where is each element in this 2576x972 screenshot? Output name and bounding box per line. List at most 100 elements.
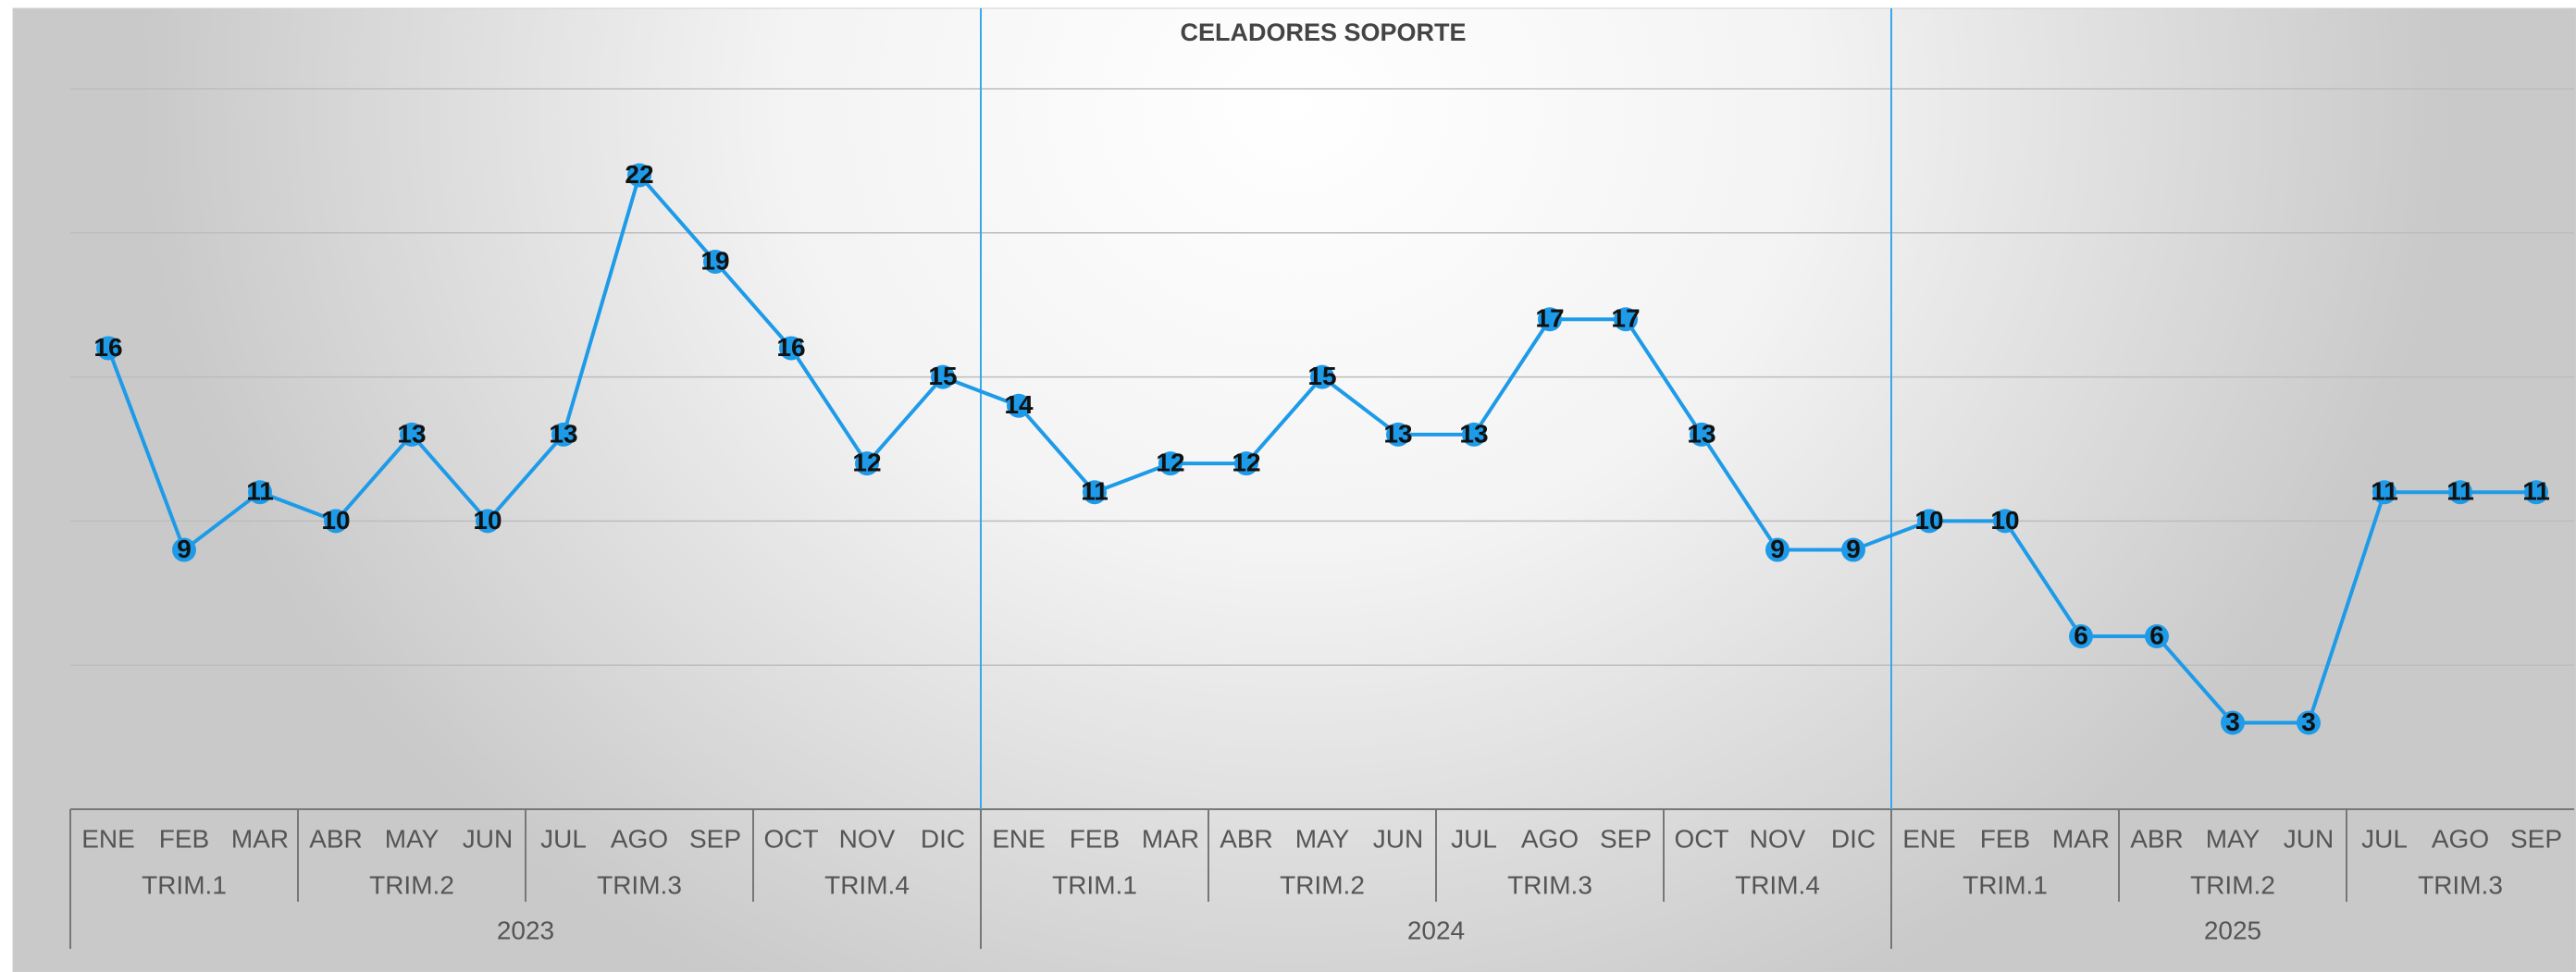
data-point [931, 364, 955, 389]
data-point [1917, 509, 1941, 534]
data-label: 11 [2446, 477, 2474, 506]
data-label: 9 [1770, 535, 1785, 563]
data-label: 9 [177, 535, 192, 563]
x-tick-label: OCT [763, 824, 818, 853]
data-point [248, 480, 272, 505]
data-label: 15 [928, 362, 957, 390]
x-tick-label: MAY [385, 824, 440, 853]
data-point [2145, 624, 2169, 649]
x-tick-label: ABR [1220, 824, 1273, 853]
quarter-label: TRIM.2 [2190, 870, 2275, 899]
data-label: 10 [1914, 506, 1943, 535]
data-label: 9 [1846, 535, 1861, 563]
data-point [2448, 480, 2472, 505]
data-label: 22 [625, 160, 653, 189]
quarter-label: TRIM.3 [2418, 870, 2503, 899]
x-tick-label: AGO [2432, 824, 2489, 853]
data-label: 6 [2074, 621, 2088, 649]
data-label: 13 [1687, 419, 1715, 448]
data-point [779, 336, 803, 361]
data-label: 16 [93, 333, 122, 362]
data-point [400, 422, 424, 447]
data-point [1234, 451, 1258, 476]
data-point [2524, 480, 2548, 505]
data-point [1007, 393, 1031, 418]
data-point [1083, 480, 1107, 505]
quarter-label: TRIM.2 [1280, 870, 1365, 899]
quarter-label: TRIM.1 [142, 870, 227, 899]
data-point [96, 336, 120, 361]
data-label: 10 [473, 506, 502, 535]
data-point [703, 249, 727, 274]
data-point [1538, 307, 1562, 332]
quarter-label: TRIM.1 [1052, 870, 1137, 899]
data-label: 6 [2149, 621, 2164, 649]
data-label: 17 [1535, 304, 1564, 333]
data-label: 19 [700, 246, 729, 275]
chart-background [12, 7, 2576, 972]
data-label: 12 [1156, 448, 1184, 476]
data-point [855, 451, 879, 476]
data-label: 10 [321, 506, 350, 535]
x-tick-label: FEB [1070, 824, 1120, 853]
quarter-label: TRIM.3 [1507, 870, 1592, 899]
x-tick-label: DIC [1831, 824, 1876, 853]
year-label: 2023 [497, 916, 554, 944]
x-tick-label: ENE [81, 824, 135, 853]
data-point [551, 422, 576, 447]
data-point [1690, 422, 1714, 447]
data-label: 16 [776, 333, 805, 362]
data-label: 13 [549, 419, 577, 448]
x-tick-label: MAR [1142, 824, 1199, 853]
data-label: 11 [2522, 477, 2550, 506]
x-tick-label: JUN [1373, 824, 1423, 853]
x-tick-label: DIC [921, 824, 965, 853]
x-tick-label: SEP [2510, 824, 2562, 853]
data-point [324, 509, 348, 534]
data-label: 14 [1004, 390, 1034, 419]
data-label: 17 [1611, 304, 1640, 333]
x-tick-label: SEP [1600, 824, 1652, 853]
data-label: 13 [1459, 419, 1488, 448]
data-point [1386, 422, 1410, 447]
x-tick-label: ABR [2130, 824, 2184, 853]
x-tick-label: JUL [540, 824, 587, 853]
x-tick-label: NOV [839, 824, 896, 853]
data-label: 12 [1232, 448, 1260, 476]
data-point [1158, 451, 1183, 476]
x-tick-label: ENE [992, 824, 1046, 853]
data-label: 15 [1307, 362, 1336, 390]
chart-title: CELADORES SOPORTE [1180, 18, 1466, 46]
x-tick-label: MAY [1295, 824, 1350, 853]
data-label: 13 [1383, 419, 1412, 448]
data-point [2221, 710, 2245, 735]
x-tick-label: JUN [463, 824, 513, 853]
data-label: 3 [2225, 707, 2240, 736]
x-tick-label: OCT [1674, 824, 1728, 853]
x-tick-label: MAY [2206, 824, 2260, 853]
data-label: 3 [2301, 707, 2316, 736]
data-label: 11 [246, 477, 274, 506]
data-label: 11 [1081, 477, 1108, 506]
x-tick-label: SEP [689, 824, 741, 853]
x-tick-label: NOV [1750, 824, 1806, 853]
data-point [2069, 624, 2093, 649]
data-point [2372, 480, 2396, 505]
x-tick-label: ENE [1902, 824, 1956, 853]
data-point [1462, 422, 1486, 447]
data-label: 10 [1990, 506, 2019, 535]
x-tick-label: MAR [231, 824, 289, 853]
data-point [1993, 509, 2017, 534]
data-point [627, 163, 651, 188]
year-label: 2024 [1407, 916, 1465, 944]
quarter-label: TRIM.3 [597, 870, 682, 899]
data-point [1841, 537, 1865, 562]
data-label: 13 [397, 419, 426, 448]
quarter-label: TRIM.1 [1963, 870, 2048, 899]
quarter-label: TRIM.4 [824, 870, 910, 899]
x-tick-label: JUL [2361, 824, 2408, 853]
data-point [1310, 364, 1334, 389]
x-tick-label: AGO [1521, 824, 1579, 853]
